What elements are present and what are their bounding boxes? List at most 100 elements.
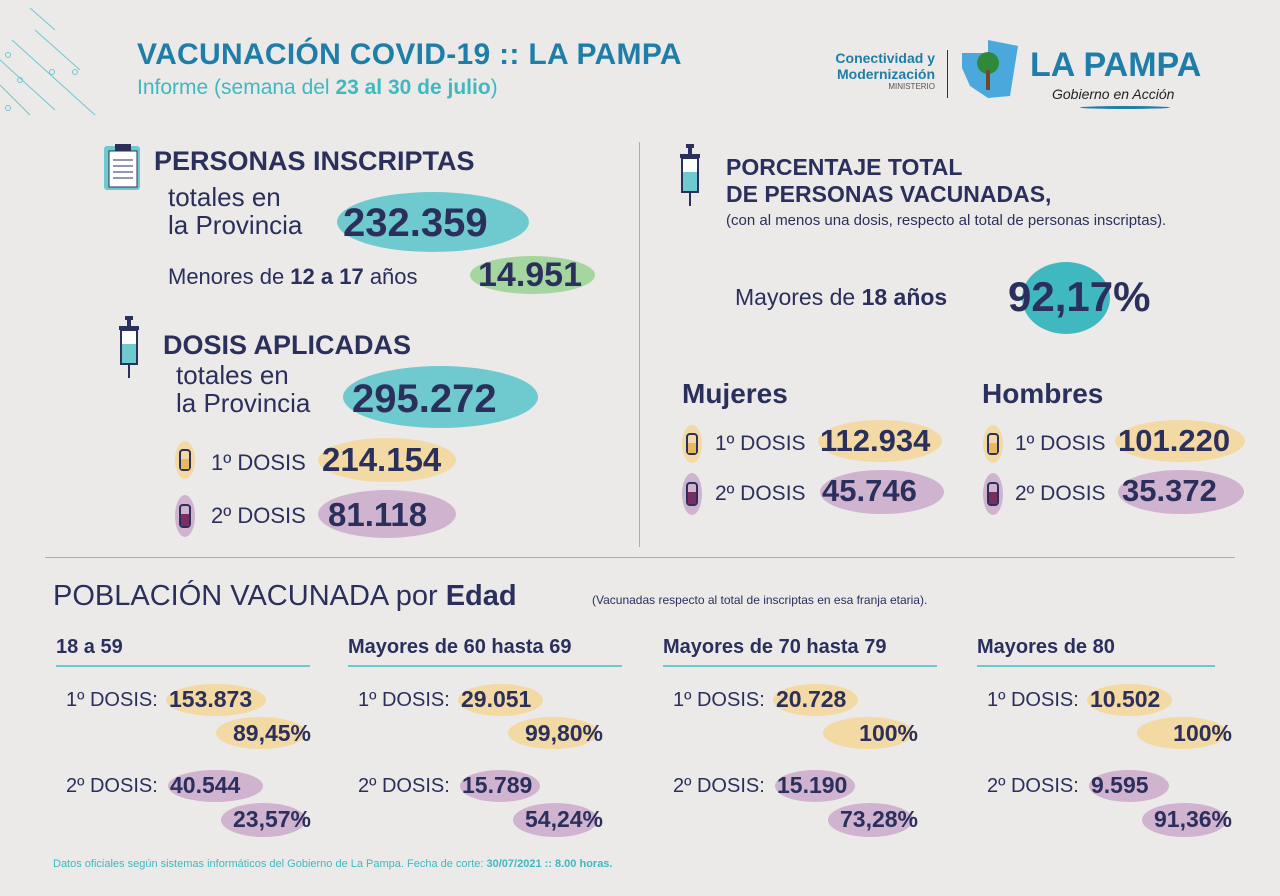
- mujeres-dose1-label: 1º DOSIS: [715, 432, 806, 455]
- highlight-blob: [508, 717, 598, 749]
- inscriptas-total: 232.359: [343, 201, 488, 245]
- highlight-blob: [513, 803, 598, 837]
- dosis-label: totales en: [176, 360, 289, 390]
- age-dose1-pct: 99,80%: [524, 720, 603, 746]
- vial-purple-icon: [983, 473, 1003, 515]
- highlight-blob: [343, 366, 538, 428]
- ministry-line: Modernización: [836, 66, 935, 83]
- edad-title-bold: Edad: [445, 580, 517, 612]
- porcentaje-title: PORCENTAJE TOTAL DE PERSONAS VACUNADAS,: [726, 154, 1146, 208]
- highlight-blob: [1115, 420, 1245, 462]
- footer-text: Datos oficiales según sistemas informáti…: [53, 858, 487, 870]
- section-divider: [45, 557, 1235, 558]
- age-dose1-pct: 100%: [1173, 720, 1232, 746]
- age-dose2-pct: 73,28%: [839, 806, 918, 832]
- edad-title: POBLACIÓN VACUNADA por Edad: [53, 580, 583, 613]
- brand-swoosh: [1080, 106, 1170, 109]
- footer-note: Datos oficiales según sistemas informáti…: [53, 858, 753, 871]
- porcentaje-value: 92,17%: [1008, 273, 1151, 320]
- dosis-title: DOSIS APLICADAS: [163, 330, 412, 360]
- age-dose1-value: 29.051: [461, 686, 532, 712]
- syringe-icon: [680, 144, 700, 206]
- dose1-value: 214.154: [322, 441, 442, 478]
- age-dose2-pct: 23,57%: [232, 806, 311, 832]
- ministry-line: MINISTERIO: [888, 82, 935, 92]
- footer-date: 30/07/2021 :: 8.00 horas.: [486, 858, 613, 870]
- subtitle-prefix: Informe (semana del: [137, 76, 336, 99]
- highlight-blob: [775, 770, 855, 802]
- dose1-label: 1º DOSIS: [211, 450, 306, 475]
- clipboard-icon: [104, 144, 140, 190]
- brand-tagline: Gobierno en Acción: [1052, 86, 1175, 102]
- age-dose1-pct: 89,45%: [232, 720, 311, 746]
- mujeres-title: Mujeres: [682, 378, 788, 409]
- dose2-value: 81.118: [328, 496, 428, 533]
- edad-note: (Vacunadas respecto al total de inscript…: [592, 593, 928, 607]
- subtitle-dates: 23 al 30 de julio: [335, 76, 491, 99]
- highlight-blob: [1087, 684, 1172, 716]
- highlight-blob: [773, 684, 858, 716]
- highlight-blob: [318, 490, 456, 538]
- highlight-blob: [823, 717, 913, 749]
- age-group-title: Mayores de 70 hasta 79: [663, 636, 937, 667]
- mujeres-dose2-label: 2º DOSIS: [715, 482, 806, 505]
- minors-label: Menores de 12 a 17 años: [168, 264, 463, 289]
- age-dose2-value: 15.190: [777, 772, 848, 798]
- inscriptas-label: la Provincia: [168, 210, 303, 240]
- highlight-blob: [1022, 262, 1110, 334]
- vial-yellow-icon: [983, 425, 1003, 463]
- age-dose1-label: 1º DOSIS:: [358, 689, 450, 711]
- hombres-dose2-value: 35.372: [1122, 473, 1217, 508]
- vial-purple-icon: [175, 495, 195, 537]
- minors-prefix: Menores de: [168, 264, 291, 289]
- mujeres-dose2-value: 45.746: [822, 473, 917, 508]
- highlight-blob: [470, 256, 595, 294]
- column-divider: [639, 142, 640, 547]
- highlight-blob: [460, 770, 540, 802]
- age-dose1-value: 153.873: [169, 686, 253, 712]
- highlight-blob: [1137, 717, 1227, 749]
- hombres-dose1-value: 101.220: [1118, 423, 1231, 458]
- age-dose1-label: 1º DOSIS:: [987, 689, 1079, 711]
- la-pampa-map-tree-icon: [962, 40, 1018, 98]
- porcentaje-label-prefix: Mayores de: [735, 284, 862, 310]
- age-group-title: Mayores de 80: [977, 636, 1215, 667]
- highlight-blob: [818, 420, 942, 462]
- highlight-blob: [221, 803, 306, 837]
- age-dose2-pct: 54,24%: [524, 806, 603, 832]
- highlight-blob: [820, 470, 944, 514]
- age-dose2-label: 2º DOSIS:: [673, 775, 765, 797]
- highlight-blob: [1142, 803, 1227, 837]
- ministry-logo: Conectividad y Modernización MINISTERIO: [810, 50, 935, 91]
- porcentaje-note: (con al menos una dosis, respecto al tot…: [726, 212, 1167, 229]
- age-dose2-value: 40.544: [170, 772, 241, 798]
- dosis-total: 295.272: [352, 377, 497, 421]
- highlight-blob: [166, 684, 266, 716]
- vial-yellow-icon: [682, 425, 702, 463]
- age-dose2-pct: 91,36%: [1153, 806, 1232, 832]
- porcentaje-label-age: 18 años: [861, 284, 948, 310]
- edad-title-prefix: POBLACIÓN VACUNADA por: [53, 580, 446, 612]
- minors-range: 12 a 17: [290, 264, 364, 289]
- porcentaje-label: Mayores de 18 años: [735, 284, 995, 310]
- highlight-blob: [337, 192, 529, 252]
- age-dose1-value: 10.502: [1090, 686, 1161, 712]
- age-group-title: 18 a 59: [56, 636, 310, 667]
- age-dose2-value: 15.789: [462, 772, 533, 798]
- age-dose1-label: 1º DOSIS:: [66, 689, 158, 711]
- inscriptas-label: totales en: [168, 182, 281, 212]
- hombres-dose1-label: 1º DOSIS: [1015, 432, 1106, 455]
- highlight-blob: [168, 770, 263, 802]
- porcentaje-title-line: DE PERSONAS VACUNADAS,: [726, 181, 1052, 207]
- minors-value: 14.951: [478, 256, 582, 294]
- porcentaje-title-line: PORCENTAJE TOTAL: [726, 154, 963, 180]
- highlight-blob: [216, 717, 306, 749]
- highlight-blob: [1118, 470, 1244, 514]
- dosis-label: la Provincia: [176, 388, 311, 418]
- age-dose1-label: 1º DOSIS:: [673, 689, 765, 711]
- subtitle-suffix: ): [490, 76, 498, 99]
- brand-name: LA PAMPA: [1030, 46, 1202, 84]
- highlight-blob: [458, 684, 543, 716]
- highlight-blob: [1089, 770, 1169, 802]
